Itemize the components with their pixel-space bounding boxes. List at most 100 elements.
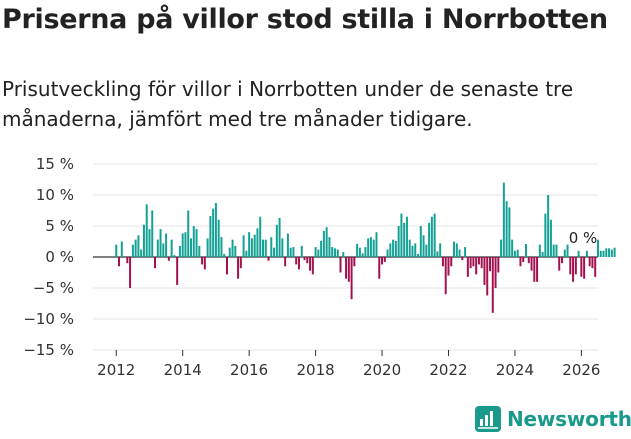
bar bbox=[267, 257, 270, 261]
bar bbox=[563, 249, 566, 257]
bar bbox=[572, 257, 575, 282]
bar bbox=[237, 257, 240, 279]
bar bbox=[220, 237, 223, 257]
bar bbox=[527, 257, 530, 264]
bar bbox=[253, 234, 256, 257]
bar bbox=[239, 257, 242, 269]
bar bbox=[347, 257, 350, 282]
bar bbox=[569, 257, 572, 275]
bar bbox=[502, 182, 505, 257]
y-tick-label: −15 % bbox=[23, 341, 74, 359]
bar bbox=[281, 238, 284, 257]
x-tick-label: 2020 bbox=[363, 361, 401, 379]
bar bbox=[372, 239, 375, 257]
bar bbox=[522, 257, 525, 262]
bar bbox=[206, 238, 209, 257]
bar bbox=[441, 257, 444, 267]
bar bbox=[223, 253, 226, 257]
bar bbox=[591, 257, 594, 269]
bar bbox=[605, 248, 608, 257]
bar bbox=[594, 257, 597, 277]
bar bbox=[353, 257, 356, 267]
bar bbox=[386, 249, 389, 257]
bar bbox=[333, 248, 336, 257]
bar bbox=[214, 203, 217, 257]
bar bbox=[336, 249, 339, 257]
bar bbox=[583, 257, 586, 279]
x-tick-label: 2012 bbox=[97, 361, 135, 379]
bar bbox=[273, 247, 276, 257]
bar bbox=[289, 247, 292, 257]
bar bbox=[173, 255, 176, 257]
bar bbox=[134, 239, 137, 257]
bar bbox=[142, 224, 145, 257]
bar bbox=[322, 230, 325, 257]
bar-chart: 15 %10 %5 %0 %−5 %−10 %−15 % 2012 2014 201… bbox=[23, 155, 616, 379]
bar bbox=[261, 239, 264, 257]
bar bbox=[228, 247, 231, 257]
bar bbox=[596, 239, 599, 257]
bar bbox=[608, 248, 611, 257]
latest-value-label: 0 % bbox=[569, 229, 598, 247]
bar bbox=[466, 257, 469, 277]
bar bbox=[187, 210, 190, 257]
bar bbox=[472, 257, 475, 267]
bar bbox=[364, 247, 367, 257]
bar bbox=[400, 213, 403, 257]
bar bbox=[469, 257, 472, 269]
chart-title: Priserna på villor stod stilla i Norrbot… bbox=[2, 4, 608, 35]
x-tick-label: 2014 bbox=[164, 361, 202, 379]
bar bbox=[358, 247, 361, 257]
y-tick-label: 0 % bbox=[45, 248, 74, 266]
bar bbox=[461, 257, 464, 261]
bar bbox=[508, 207, 511, 257]
bar bbox=[453, 241, 456, 257]
bar bbox=[170, 239, 173, 257]
y-axis: 15 % 10 % 5 % 0 % −5 % −10 % −15 % bbox=[23, 155, 74, 359]
bar bbox=[118, 257, 121, 267]
bar bbox=[489, 257, 491, 272]
bar bbox=[331, 247, 334, 257]
bar bbox=[256, 228, 259, 257]
newsworthy-logo: Newsworthy bbox=[475, 406, 631, 432]
x-tick-label: 2022 bbox=[429, 361, 467, 379]
bar bbox=[192, 226, 195, 257]
bar bbox=[505, 201, 508, 257]
bar bbox=[414, 243, 417, 257]
bar bbox=[242, 235, 245, 257]
bar bbox=[165, 233, 168, 257]
bar bbox=[350, 257, 353, 300]
bar bbox=[585, 250, 588, 257]
bar bbox=[408, 239, 411, 257]
bar bbox=[203, 257, 206, 270]
brand-name: Newsworthy bbox=[507, 407, 631, 431]
bar bbox=[328, 237, 331, 257]
bar bbox=[154, 257, 157, 269]
bar bbox=[541, 252, 544, 257]
bars bbox=[115, 182, 616, 313]
x-tick-label: 2016 bbox=[230, 361, 268, 379]
bar bbox=[486, 257, 489, 296]
bar bbox=[383, 257, 386, 262]
bar bbox=[309, 257, 312, 271]
bar bbox=[419, 226, 422, 257]
bar bbox=[397, 226, 400, 257]
bar bbox=[422, 235, 425, 257]
bar bbox=[126, 257, 129, 264]
bar bbox=[314, 247, 317, 257]
bar bbox=[525, 243, 527, 257]
bar bbox=[411, 245, 414, 257]
bar bbox=[259, 216, 262, 257]
chart-subtitle: Prisutveckling för villor i Norrbotten u… bbox=[2, 77, 574, 131]
bar bbox=[178, 245, 181, 257]
bar bbox=[356, 243, 359, 257]
bar bbox=[198, 245, 201, 257]
bar bbox=[477, 257, 480, 265]
bar bbox=[610, 249, 613, 257]
bar bbox=[519, 257, 522, 267]
bar bbox=[245, 250, 248, 257]
bar bbox=[475, 257, 478, 275]
bar bbox=[577, 250, 580, 257]
bar bbox=[217, 219, 220, 257]
bar bbox=[115, 244, 118, 257]
